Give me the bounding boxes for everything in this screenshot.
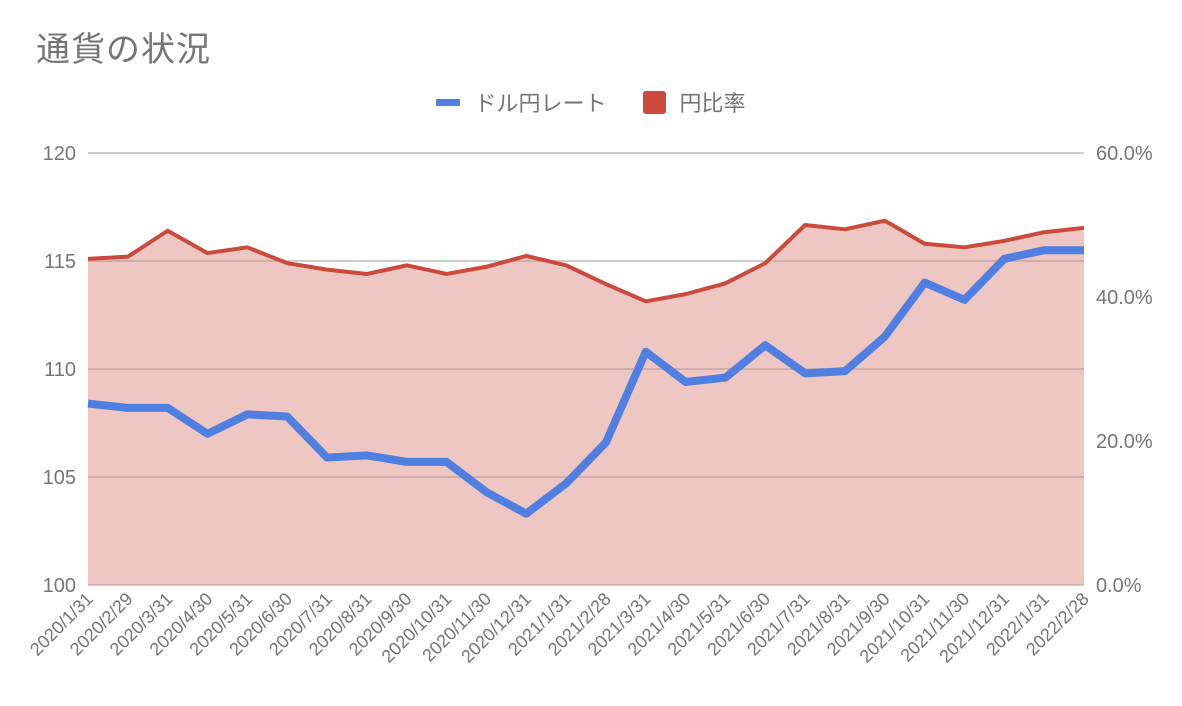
legend-line-swatch-icon	[436, 98, 461, 106]
legend-label-rate: ドル円レート	[474, 92, 607, 117]
legend: ドル円レート 円比率	[0, 86, 1182, 118]
left-axis-tick: 115	[44, 251, 76, 273]
chart-title: 通貨の状況	[36, 30, 211, 70]
legend-label-ratio: 円比率	[679, 92, 746, 117]
right-axis-tick: 0.0%	[1096, 575, 1142, 597]
left-axis-tick: 110	[44, 359, 76, 381]
ratio-area	[88, 220, 1084, 585]
rate-line	[87, 246, 1084, 518]
left-axis-tick: 120	[43, 143, 76, 165]
legend-item-ratio[interactable]: 円比率	[642, 86, 746, 118]
right-axis-tick: 60.0%	[1096, 143, 1153, 165]
ratio-line	[87, 218, 1085, 304]
right-axis-tick: 40.0%	[1096, 287, 1153, 309]
left-axis-tick: 100	[43, 575, 76, 597]
left-axis-tick: 105	[43, 467, 76, 489]
legend-box-swatch-icon	[642, 90, 666, 114]
legend-item-rate[interactable]: ドル円レート	[436, 86, 607, 118]
right-axis-tick: 20.0%	[1096, 431, 1153, 453]
